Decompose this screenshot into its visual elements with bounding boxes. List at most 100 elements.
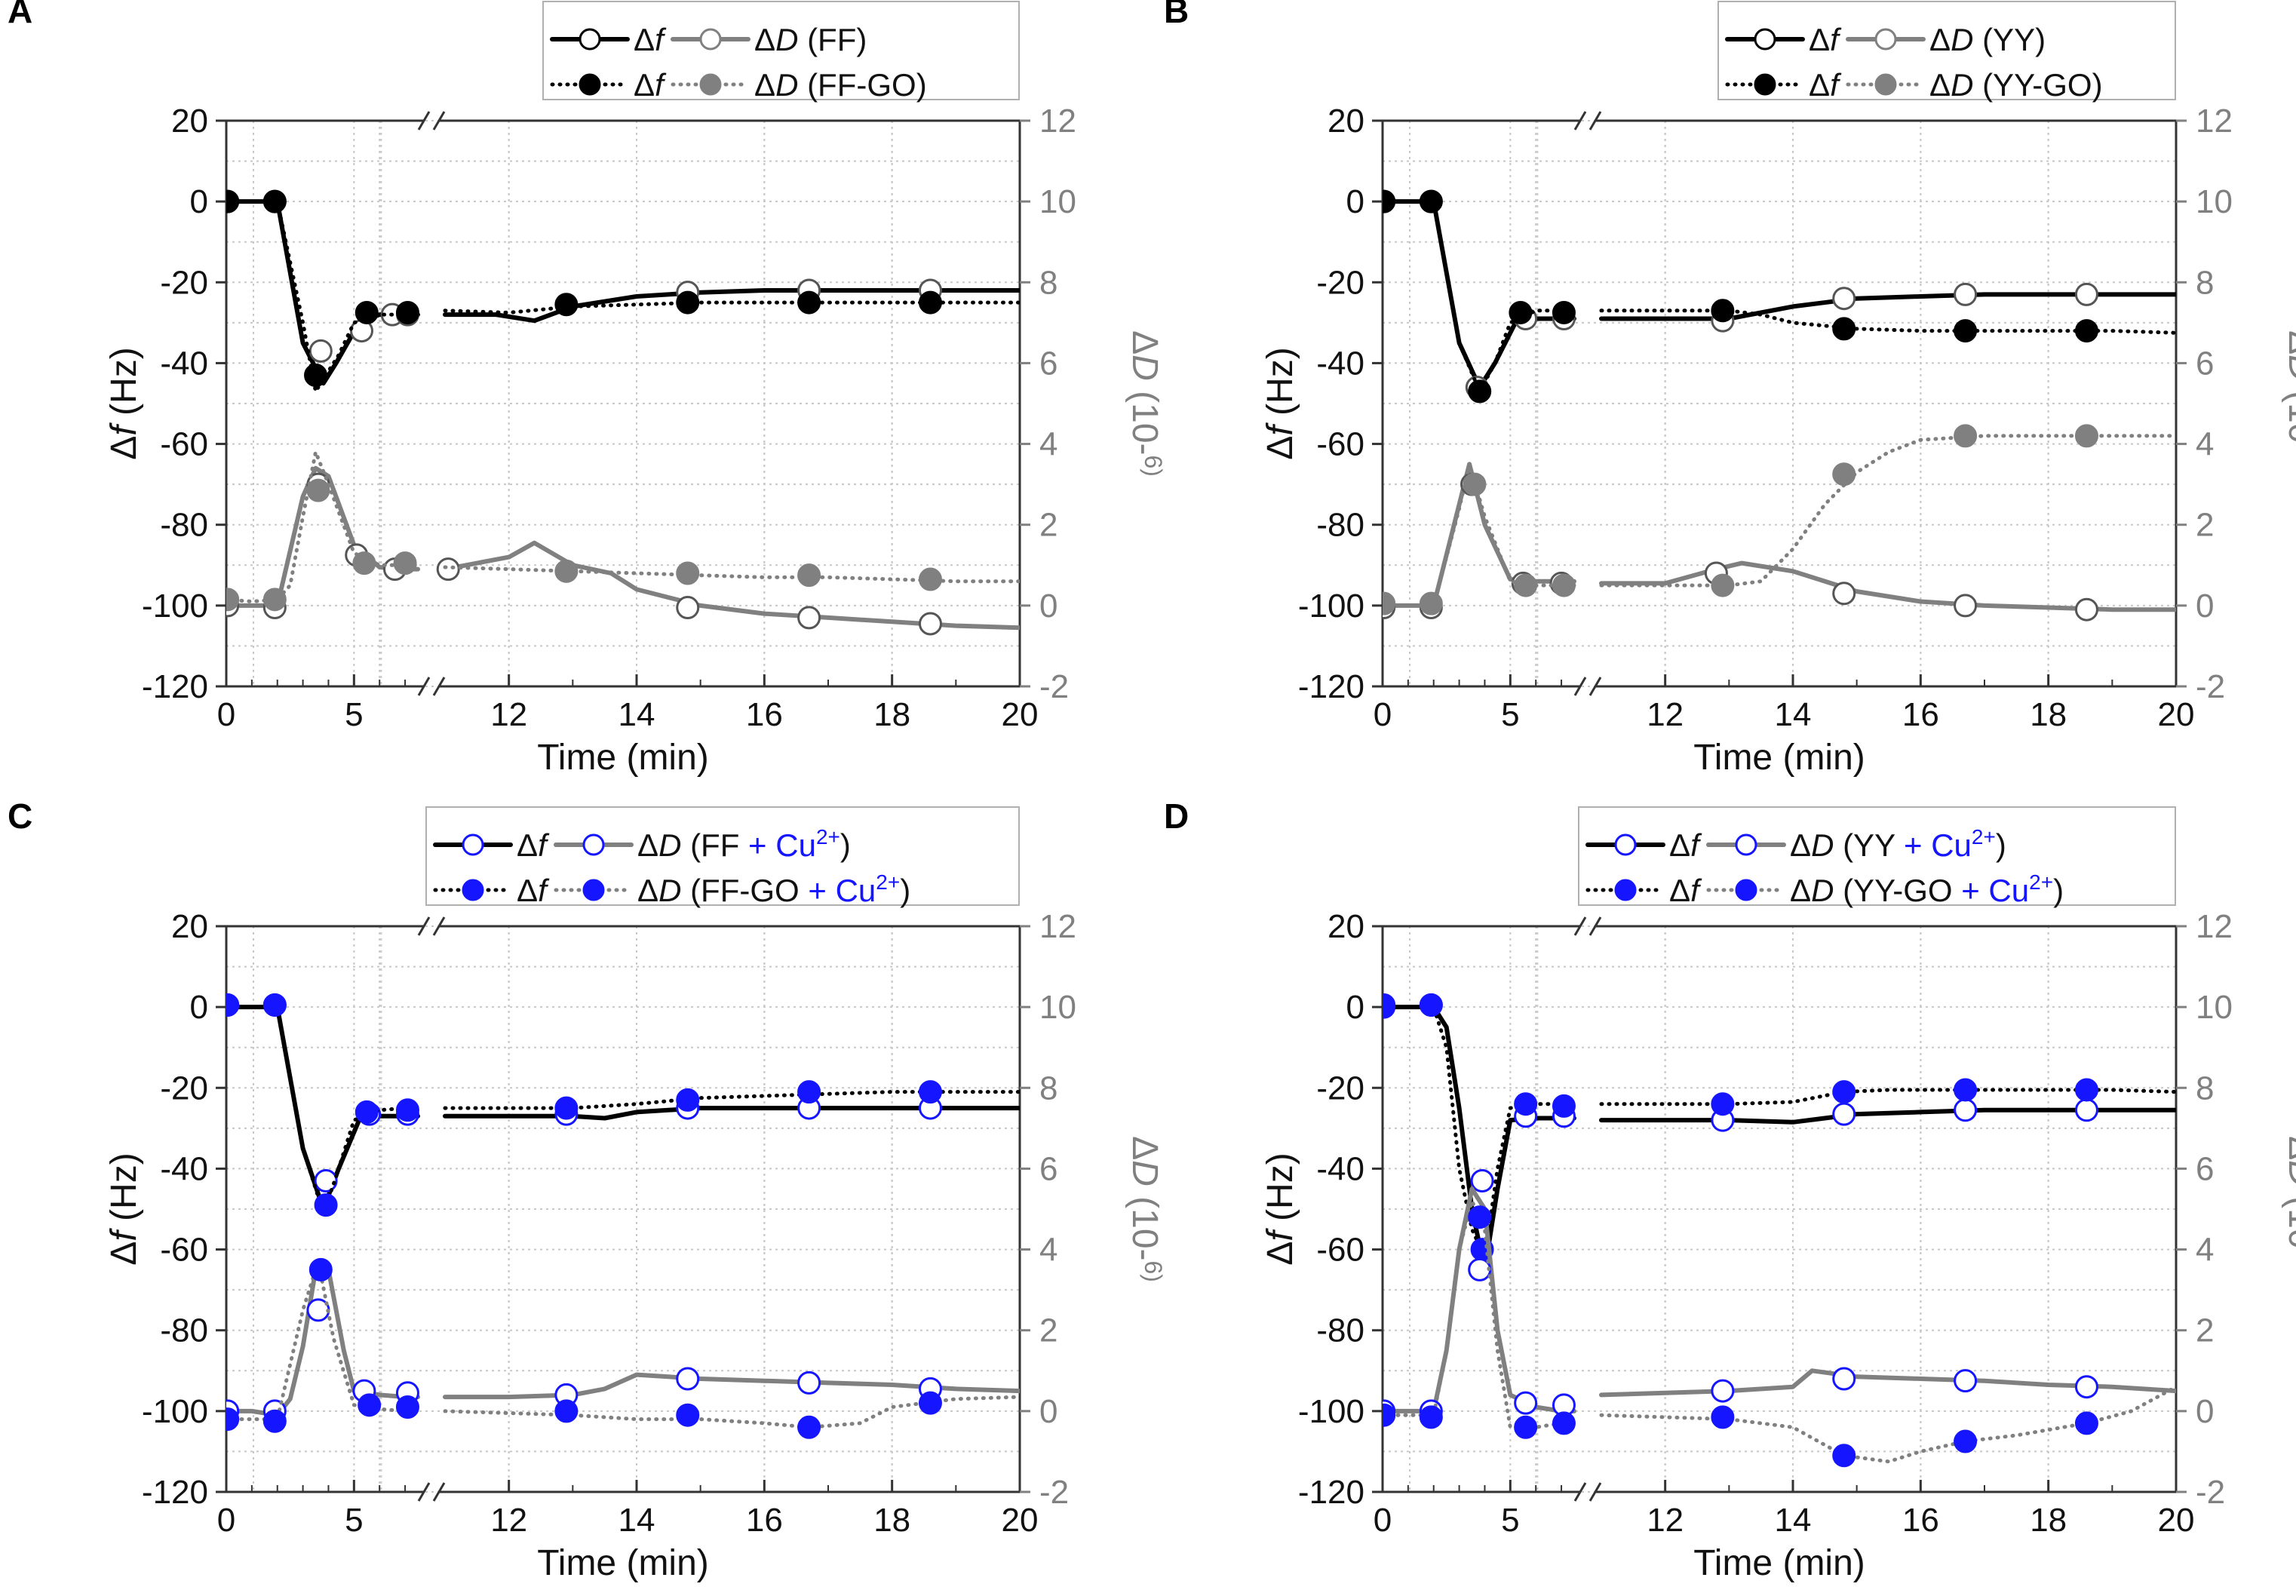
legend-close: ) bbox=[856, 22, 867, 57]
series-marker bbox=[262, 993, 287, 1017]
series-marker bbox=[1552, 573, 1576, 597]
legend-marker bbox=[699, 73, 722, 96]
series-marker bbox=[308, 1257, 333, 1281]
series-marker bbox=[1832, 1080, 1856, 1104]
y-left-label-unit: (Hz) bbox=[1260, 347, 1300, 425]
axes bbox=[1381, 916, 2178, 1502]
y-left-tick-label: -40 bbox=[1316, 345, 1364, 382]
x-tick-label: 16 bbox=[1902, 1502, 1939, 1539]
series-marker bbox=[393, 551, 417, 575]
axis-break-mark bbox=[1573, 916, 1587, 936]
y-right-tick-label: 4 bbox=[2196, 426, 2214, 463]
series-marker bbox=[1711, 1092, 1735, 1116]
series-marker bbox=[554, 1399, 579, 1423]
legend-symbol: D bbox=[1951, 22, 1973, 57]
series bbox=[1383, 993, 2176, 1272]
series-marker bbox=[797, 1080, 821, 1104]
y-right-tick-label: 8 bbox=[1039, 1070, 1057, 1106]
legend-label-d: ΔD (YY-GO + Cu2+) bbox=[1790, 870, 2064, 908]
series-marker bbox=[1383, 1403, 1396, 1427]
y-left-tick-label: -100 bbox=[142, 1393, 208, 1430]
legend-sample-name: (FF-GO bbox=[798, 67, 916, 103]
y-right-tick-label: -2 bbox=[2196, 668, 2225, 705]
series-line bbox=[1599, 1368, 2176, 1398]
axis-break-mark bbox=[1588, 677, 1602, 696]
series-line bbox=[1383, 1005, 1576, 1272]
y-right-label-delta: Δ bbox=[1125, 330, 1165, 354]
series-marker bbox=[226, 189, 240, 213]
legend-label-f: Δf bbox=[1809, 67, 1842, 103]
legend-close: ) bbox=[840, 827, 851, 863]
legend-ion-charge: 2+ bbox=[1972, 825, 1996, 849]
y-left-axis-label: Δf (Hz) bbox=[104, 1152, 144, 1265]
y-right-label-delta: Δ bbox=[2281, 330, 2296, 354]
y-left-tick-label: -100 bbox=[142, 588, 208, 625]
series-marker bbox=[797, 1370, 821, 1395]
legend-label-f: Δf bbox=[1669, 827, 1702, 863]
series-marker bbox=[918, 290, 942, 315]
x-axis-label: Time (min) bbox=[537, 738, 709, 778]
legend-delta: Δ bbox=[1669, 827, 1690, 863]
legend-delta: Δ bbox=[637, 827, 658, 863]
y-right-label-unit: (10- bbox=[2281, 381, 2296, 456]
series-marker bbox=[355, 300, 379, 324]
y-left-tick-label: -20 bbox=[160, 264, 208, 301]
series-line bbox=[443, 1106, 1020, 1121]
legend-label-d: ΔD (FF-GO + Cu2+) bbox=[637, 870, 910, 908]
legend-marker bbox=[579, 28, 601, 51]
legend-close: ) bbox=[2035, 22, 2046, 57]
series-marker bbox=[676, 290, 700, 315]
legend-label-d: ΔD (YY + Cu2+) bbox=[1790, 825, 2006, 863]
panel-label: B bbox=[1164, 0, 1189, 30]
series-marker bbox=[1514, 1415, 1538, 1439]
y-left-tick-label: -100 bbox=[1298, 588, 1364, 625]
series-marker bbox=[1954, 1078, 1978, 1102]
x-tick-label: 16 bbox=[1902, 696, 1939, 733]
legend-marker bbox=[1614, 833, 1637, 856]
series-marker bbox=[1954, 282, 1978, 306]
legend: Δf ΔD (YY)Δf ΔD (YY-GO) bbox=[1717, 1, 2176, 103]
legend-delta: Δ bbox=[1790, 873, 1811, 908]
series-marker bbox=[1832, 317, 1856, 341]
legend-sample-name: (FF-GO bbox=[681, 873, 799, 908]
y-right-tick-label: 12 bbox=[1039, 908, 1076, 945]
legend-close: ) bbox=[1996, 827, 2006, 863]
legend-ion: + Cu bbox=[1895, 827, 1972, 863]
legend-label-f: Δf bbox=[517, 873, 550, 908]
series-line bbox=[443, 565, 1020, 584]
panel-c: C0 5 12 14 16 18 20200-20-40-60-80-100-1201210… bbox=[8, 796, 1167, 1583]
series-line bbox=[443, 540, 1020, 631]
y-left-tick-label: 20 bbox=[1328, 103, 1364, 140]
series-marker bbox=[1954, 594, 1978, 618]
x-tick-label: 12 bbox=[490, 1502, 527, 1539]
x-tick-label: 5 bbox=[1501, 1502, 1519, 1539]
y-right-tick-label: 6 bbox=[2196, 1150, 2214, 1187]
y-right-tick-label: 6 bbox=[2196, 345, 2214, 382]
legend-close: ) bbox=[900, 873, 910, 908]
series-marker bbox=[676, 596, 700, 620]
y-left-axis-label: Δf (Hz) bbox=[1260, 1152, 1300, 1265]
series-marker bbox=[1711, 1405, 1735, 1429]
series-marker bbox=[2074, 1098, 2098, 1122]
series-marker bbox=[1470, 1169, 1494, 1192]
series bbox=[1383, 424, 2176, 615]
series bbox=[1383, 189, 2176, 400]
y-left-tick-label: -80 bbox=[1316, 507, 1364, 544]
series-marker bbox=[918, 1391, 942, 1415]
y-right-tick-label: -2 bbox=[2196, 1474, 2225, 1511]
series-marker bbox=[797, 1415, 821, 1439]
axis-break-mark bbox=[1573, 1482, 1587, 1502]
series-marker bbox=[676, 1088, 700, 1112]
gridlines bbox=[226, 120, 1021, 687]
panel-a: A0 5 12 14 16 18 20200-20-40-60-80-100-1201210… bbox=[8, 0, 1167, 778]
legend-ion: + Cu bbox=[800, 873, 876, 908]
legend-marker bbox=[1874, 28, 1897, 51]
series bbox=[226, 465, 1020, 636]
legend-delta: Δ bbox=[1929, 67, 1951, 103]
panel-label: C bbox=[8, 796, 32, 836]
series-marker bbox=[1832, 1367, 1856, 1391]
legend-label-f: Δf bbox=[1809, 22, 1842, 57]
series-line bbox=[226, 1267, 420, 1418]
x-tick-label: 18 bbox=[2030, 696, 2067, 733]
series-marker bbox=[1832, 1102, 1856, 1126]
